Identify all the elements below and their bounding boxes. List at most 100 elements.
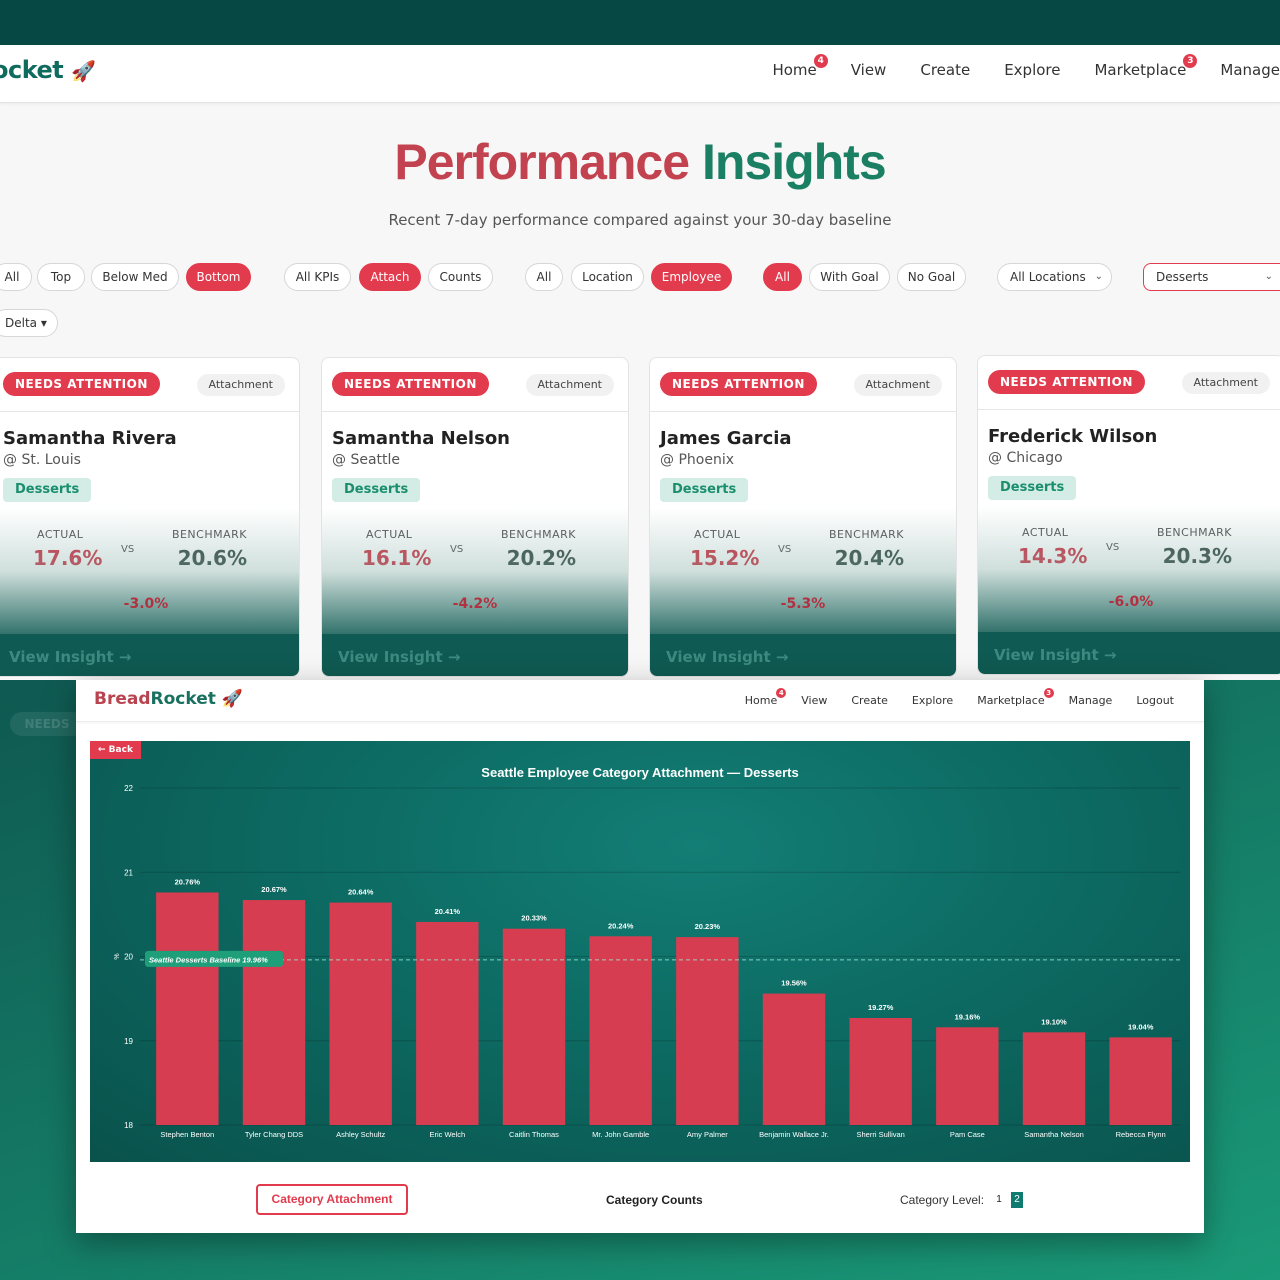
bar xyxy=(1109,1037,1172,1125)
vs-label: VS xyxy=(778,544,792,555)
x-tick-label: Samantha Nelson xyxy=(1024,1130,1084,1139)
filter-rank-top[interactable]: Top xyxy=(37,263,85,291)
bar xyxy=(676,937,739,1125)
brand-logo[interactable]: ocket 🚀 xyxy=(0,56,96,84)
nav-logout[interactable]: Logout xyxy=(1136,694,1174,707)
filter-scope-location[interactable]: Location xyxy=(571,263,644,291)
nav-view[interactable]: View xyxy=(850,61,887,79)
card-footer xyxy=(978,632,1280,674)
view-insight-link[interactable]: View Insight → xyxy=(994,646,1117,664)
rocket-icon: 🚀 xyxy=(71,59,96,83)
page-subtitle: Recent 7-day performance compared agains… xyxy=(388,211,892,229)
nav-explore[interactable]: Explore xyxy=(1004,61,1061,79)
brand-logo[interactable]: BreadRocket 🚀 xyxy=(94,689,243,709)
filter-goal-all[interactable]: All xyxy=(763,263,802,291)
nav-manage[interactable]: Manage xyxy=(1220,61,1280,79)
location-select[interactable]: All Locations ⌄ xyxy=(997,263,1112,291)
filter-rank-all[interactable]: All xyxy=(0,263,32,291)
chart-controls: Category Attachment Category Counts Cate… xyxy=(76,1180,1204,1220)
delta-value: -3.0% xyxy=(123,596,169,612)
metrics-panel: ACTUAL BENCHMARK 16.1% VS 20.2% xyxy=(332,514,606,584)
y-tick-label: 21 xyxy=(124,868,133,877)
metrics-panel: ACTUAL BENCHMARK 14.3% VS 20.3% xyxy=(988,512,1262,582)
delta-value: -4.2% xyxy=(452,596,498,612)
employee-name: Frederick Wilson xyxy=(988,426,1158,447)
bar xyxy=(502,928,566,1125)
insight-card[interactable]: NEEDS ATTENTION Attachment Frederick Wilso… xyxy=(977,355,1280,675)
back-button[interactable]: ← Back xyxy=(90,741,141,759)
notification-badge: 3 xyxy=(1043,688,1054,698)
benchmark-label: BENCHMARK xyxy=(500,528,576,541)
nav-marketplace[interactable]: Marketplace 3 xyxy=(977,688,1054,707)
y-axis-label: % xyxy=(114,953,121,959)
filter-kpi-all[interactable]: All KPIs xyxy=(284,263,351,291)
nav-home[interactable]: Home 4 xyxy=(772,54,828,79)
view-insight-link[interactable]: View Insight → xyxy=(338,648,461,666)
filter-goal-no-goal[interactable]: No Goal xyxy=(897,263,966,291)
nav-create[interactable]: Create xyxy=(920,61,971,79)
nav-create[interactable]: Create xyxy=(851,694,888,707)
benchmark-value: 20.2% xyxy=(506,546,576,570)
filter-kpi-counts[interactable]: Counts xyxy=(428,263,493,291)
nav-manage[interactable]: Manage xyxy=(1068,694,1113,707)
bar-value-label: 20.33% xyxy=(521,914,547,923)
bar-value-label: 19.27% xyxy=(868,1003,894,1012)
actual-label: ACTUAL xyxy=(366,528,413,541)
benchmark-label: BENCHMARK xyxy=(828,528,904,541)
nav-home[interactable]: Home 4 xyxy=(745,688,787,707)
employee-name: Samantha Nelson xyxy=(332,428,510,449)
metrics-panel: ACTUAL BENCHMARK 15.2% VS 20.4% xyxy=(660,514,934,584)
filter-kpi-attach[interactable]: Attach xyxy=(359,263,421,291)
insight-card[interactable]: NEEDS ATTENTION Attachment James Garcia @ P… xyxy=(649,357,957,677)
benchmark-value: 20.4% xyxy=(834,546,904,570)
baseline-label-bg xyxy=(145,950,283,967)
actual-value: 15.2% xyxy=(690,546,760,570)
delta-value: -6.0% xyxy=(1108,594,1154,610)
employee-name: Samantha Rivera xyxy=(3,428,177,449)
x-tick-label: Stephen Benton xyxy=(160,1130,214,1139)
bar xyxy=(329,902,392,1125)
category-level-2[interactable]: 2 xyxy=(1011,1192,1023,1208)
bar-value-label: 20.23% xyxy=(695,922,721,931)
x-tick-label: Mr. John Gamble xyxy=(592,1130,649,1139)
x-tick-label: Rebecca Flynn xyxy=(1116,1130,1166,1139)
x-tick-label: Amy Palmer xyxy=(687,1130,728,1139)
x-tick-label: Caitlin Thomas xyxy=(509,1130,559,1139)
insight-card[interactable]: NEEDS ATTENTION Attachment Samantha Nelson… xyxy=(321,357,629,677)
view-insight-link[interactable]: View Insight → xyxy=(666,648,789,666)
category-level-label: Category Level: xyxy=(900,1193,985,1207)
card-header: NEEDS ATTENTION Attachment xyxy=(650,358,956,412)
sort-select[interactable]: Delta ▾ xyxy=(0,309,58,337)
tab-category-counts[interactable]: Category Counts xyxy=(606,1193,703,1207)
bar xyxy=(156,892,219,1125)
nav-view[interactable]: View xyxy=(801,694,828,707)
actual-label: ACTUAL xyxy=(694,528,741,541)
ghost-status-badge: NEEDS xyxy=(10,712,84,736)
bar-value-label: 20.64% xyxy=(348,888,374,897)
nav-explore[interactable]: Explore xyxy=(911,694,954,707)
y-tick-label: 22 xyxy=(124,784,133,793)
filter-scope-all[interactable]: All xyxy=(525,263,563,291)
category-tag: Desserts xyxy=(3,478,92,502)
y-tick-label: 18 xyxy=(124,1121,133,1130)
category-select[interactable]: Desserts ⌄ xyxy=(1143,263,1280,291)
bar-value-label: 19.04% xyxy=(1128,1022,1154,1031)
nav-marketplace[interactable]: Marketplace 3 xyxy=(1094,54,1198,79)
bar-value-label: 20.76% xyxy=(175,877,201,886)
filter-rank-below-med[interactable]: Below Med xyxy=(91,263,179,291)
filter-goal-with-goal[interactable]: With Goal xyxy=(809,263,890,291)
card-footer xyxy=(650,634,956,676)
filter-rank-bottom[interactable]: Bottom xyxy=(186,263,251,291)
benchmark-label: BENCHMARK xyxy=(1156,526,1232,539)
tab-category-attachment[interactable]: Category Attachment xyxy=(256,1184,408,1215)
insight-card[interactable]: NEEDS ATTENTION Attachment Samantha Rivera… xyxy=(0,357,300,677)
status-badge: NEEDS ATTENTION xyxy=(3,372,160,396)
view-insight-link[interactable]: View Insight → xyxy=(9,648,132,666)
bar xyxy=(589,936,652,1125)
filter-scope-employee[interactable]: Employee xyxy=(651,263,732,291)
category-level-1[interactable]: 1 xyxy=(996,1194,1002,1205)
bar xyxy=(416,921,479,1125)
employee-location: @ Phoenix xyxy=(660,452,734,468)
metrics-panel: ACTUAL BENCHMARK 17.6% VS 20.6% xyxy=(3,514,277,584)
